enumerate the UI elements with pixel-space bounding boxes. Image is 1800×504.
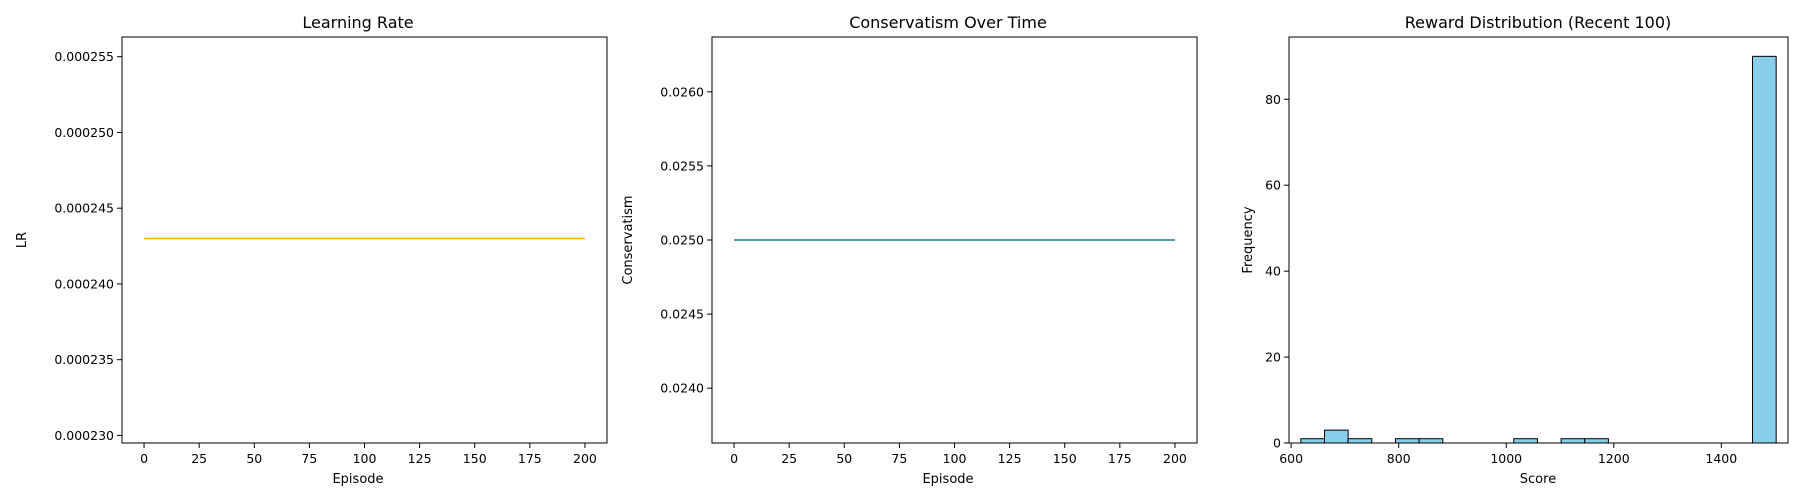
reward-distribution-histogram-bar — [1560, 438, 1586, 444]
reward-distribution-y-tick-label: 0 — [1273, 436, 1281, 451]
learning-rate-axes-frame — [121, 36, 608, 444]
learning-rate-title: Learning Rate — [302, 13, 413, 32]
reward-distribution-y-tick-label: 20 — [1265, 350, 1281, 365]
learning-rate-y-tick-label: 0.000240 — [54, 276, 114, 291]
reward-distribution-x-tick-label: 800 — [1387, 451, 1411, 466]
reward-distribution-axes-frame — [1288, 36, 1789, 444]
reward-distribution-histogram-bar — [1347, 438, 1373, 444]
reward-distribution-histogram-bar — [1300, 438, 1325, 444]
conservatism-x-tick-label: 50 — [836, 451, 852, 466]
reward-distribution-ylabel: Frequency — [1241, 206, 1256, 273]
reward-distribution-histogram-bar — [1584, 438, 1609, 444]
learning-rate-y-tick-label: 0.000245 — [54, 201, 114, 216]
conservatism-y-tick-label: 0.0245 — [660, 307, 704, 322]
reward-distribution-x-tick-label: 1400 — [1705, 451, 1737, 466]
conservatism-y-tick-label: 0.0255 — [660, 158, 704, 173]
conservatism-x-tick-label: 0 — [730, 451, 738, 466]
conservatism-title: Conservatism Over Time — [849, 13, 1047, 32]
reward-distribution-chart: Reward Distribution (Recent 100) Score F… — [1241, 13, 1789, 487]
conservatism-x-tick-label: 200 — [1163, 451, 1187, 466]
reward-distribution-histogram-bar — [1323, 429, 1349, 444]
reward-distribution-title: Reward Distribution (Recent 100) — [1405, 13, 1672, 32]
learning-rate-x-tick-label: 100 — [353, 451, 377, 466]
reward-distribution-x-tick-label: 600 — [1279, 451, 1303, 466]
conservatism-x-tick-label: 125 — [998, 451, 1022, 466]
conservatism-ylabel: Conservatism — [621, 195, 636, 284]
reward-distribution-x-tick-label: 1000 — [1490, 451, 1522, 466]
reward-distribution-y-tick-label: 40 — [1265, 264, 1281, 279]
learning-rate-chart: Learning Rate Episode LR 0 25 50 75 100 125 15… — [15, 13, 608, 487]
conservatism-y-tick-label: 0.0240 — [660, 381, 704, 396]
conservatism-x-tick-label: 175 — [1108, 451, 1132, 466]
learning-rate-x-tick-label: 150 — [463, 451, 487, 466]
conservatism-chart: Conservatism Over Time Episode Conservat… — [621, 13, 1198, 487]
reward-distribution-x-tick-label: 1200 — [1598, 451, 1630, 466]
learning-rate-ylabel: LR — [15, 232, 30, 248]
reward-distribution-xlabel: Score — [1520, 472, 1556, 487]
conservatism-xlabel: Episode — [922, 472, 973, 487]
learning-rate-x-tick-label: 25 — [191, 451, 207, 466]
conservatism-y-tick-label: 0.0260 — [660, 84, 704, 99]
conservatism-x-tick-label: 75 — [891, 451, 907, 466]
conservatism-x-tick-label: 100 — [943, 451, 967, 466]
learning-rate-y-tick-label: 0.000230 — [54, 428, 114, 443]
conservatism-x-tick-label: 150 — [1053, 451, 1077, 466]
reward-distribution-histogram-bar — [1752, 55, 1777, 444]
reward-distribution-y-tick-label: 60 — [1265, 178, 1281, 193]
learning-rate-x-tick-label: 175 — [518, 451, 542, 466]
learning-rate-y-tick-label: 0.000235 — [54, 352, 114, 367]
learning-rate-plot-area: 0 25 50 75 100 125 150 175 200 0.000230 0.000235 0.… — [54, 36, 608, 466]
learning-rate-y-tick-label: 0.000255 — [54, 49, 114, 64]
conservatism-y-tick-label: 0.0250 — [660, 233, 704, 248]
reward-distribution-histogram-bar — [1394, 438, 1420, 444]
learning-rate-xlabel: Episode — [332, 472, 383, 487]
learning-rate-x-tick-label: 200 — [573, 451, 597, 466]
reward-distribution-y-tick-label: 80 — [1265, 92, 1281, 107]
reward-distribution-histogram-bar — [1513, 438, 1538, 444]
learning-rate-y-tick-label: 0.000250 — [54, 125, 114, 140]
learning-rate-x-tick-label: 125 — [408, 451, 432, 466]
learning-rate-x-tick-label: 75 — [301, 451, 317, 466]
conservatism-plot-area: 0 25 50 75 100 125 150 175 200 0.0240 0.0245 0.0250… — [660, 36, 1198, 466]
learning-rate-x-tick-label: 0 — [140, 451, 148, 466]
reward-distribution-histogram-bar — [1418, 438, 1444, 444]
conservatism-x-tick-label: 25 — [781, 451, 797, 466]
reward-distribution-plot-area: 600 800 1000 1200 1400 0 20 40 60 80 — [1265, 36, 1789, 466]
learning-rate-x-tick-label: 50 — [246, 451, 262, 466]
